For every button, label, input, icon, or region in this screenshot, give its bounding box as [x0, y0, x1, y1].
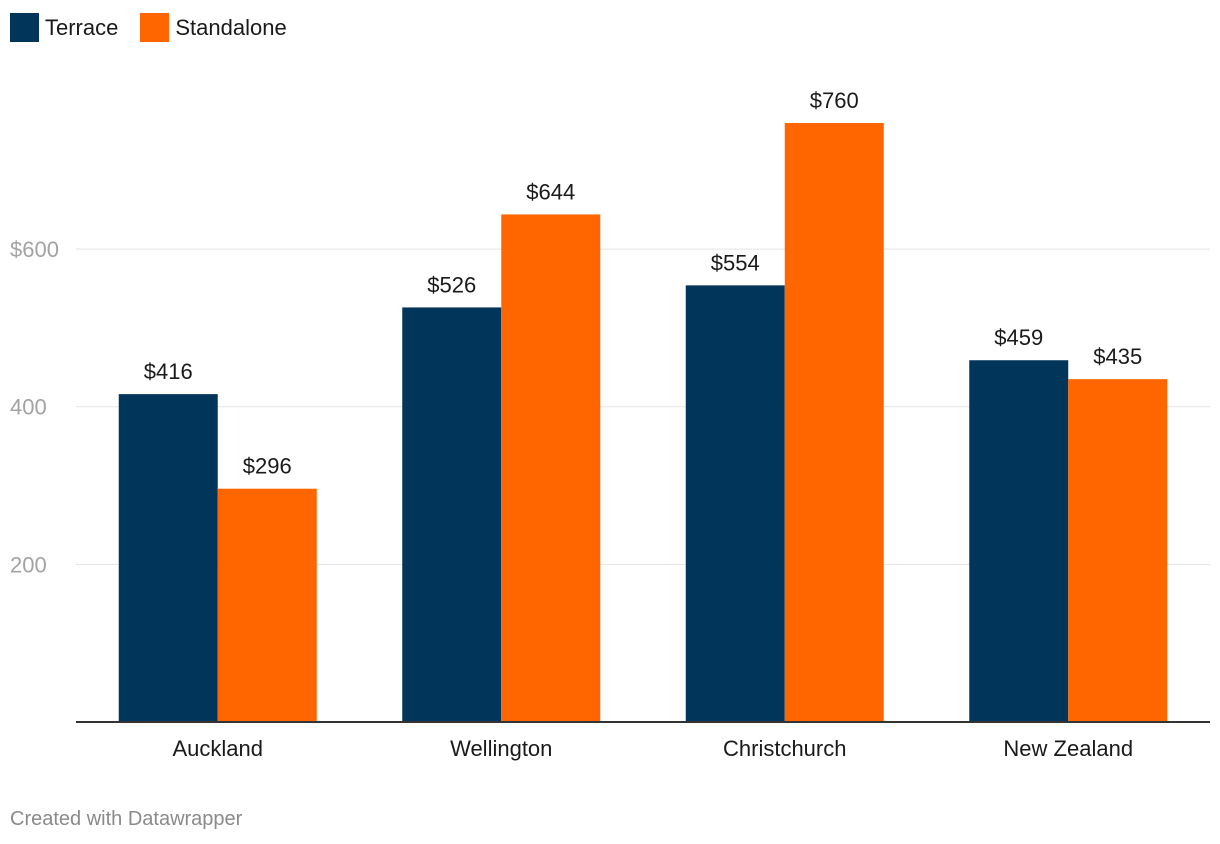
data-label: $296 [243, 454, 292, 479]
bar-standalone-wellington [501, 214, 601, 722]
y-tick-label: 400 [10, 395, 47, 420]
bar-standalone-new-zealand [1068, 379, 1168, 722]
legend-item-terrace: Terrace [10, 13, 118, 42]
legend: Terrace Standalone [10, 13, 309, 42]
x-tick-label: New Zealand [1003, 736, 1133, 761]
bar-standalone-christchurch [784, 123, 884, 722]
legend-swatch-standalone [140, 13, 170, 42]
legend-label-terrace: Terrace [45, 14, 119, 40]
data-label: $459 [994, 325, 1043, 350]
x-tick-label: Wellington [450, 736, 552, 761]
legend-swatch-terrace [10, 13, 39, 42]
bar-terrace-wellington [402, 307, 502, 722]
bar-terrace-christchurch [685, 285, 785, 722]
x-tick-label: Christchurch [723, 736, 846, 761]
y-tick-label: $600 [10, 237, 59, 262]
bar-terrace-new-zealand [969, 360, 1069, 722]
data-label: $526 [427, 272, 476, 297]
data-label: $644 [526, 179, 575, 204]
footer-credit: Created with Datawrapper [10, 808, 243, 830]
bar-standalone-auckland [217, 488, 317, 722]
data-label: $760 [810, 88, 859, 113]
bar-terrace-auckland [118, 394, 218, 722]
legend-label-standalone: Standalone [175, 14, 287, 40]
y-tick-label: 200 [10, 552, 47, 577]
data-label: $416 [144, 359, 193, 384]
x-tick-label: Auckland [172, 736, 263, 761]
data-label: $554 [711, 250, 760, 275]
legend-item-standalone: Standalone [140, 13, 287, 42]
data-label: $435 [1093, 344, 1142, 369]
